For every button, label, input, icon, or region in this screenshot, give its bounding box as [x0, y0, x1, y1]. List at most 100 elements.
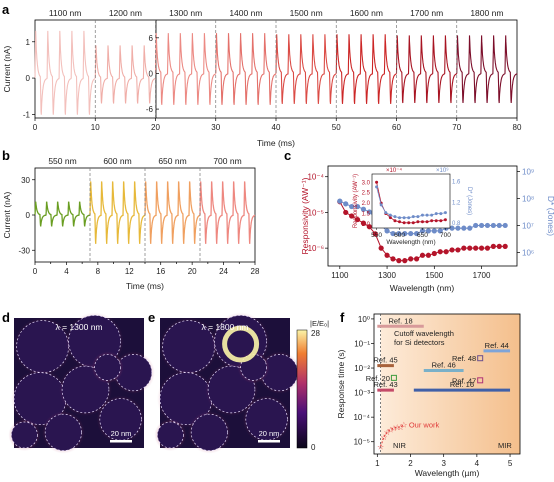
panel-a-series-1	[94, 45, 156, 104]
panel-f-our-work-point: ☆	[387, 425, 394, 434]
panel-c-inset-ytick-label: 3.0	[362, 180, 371, 186]
panel-f-ref-label: Ref. 18	[388, 316, 412, 325]
panel-a-chart: 1100 nm 1200 nm 1300 nm 1400 nm 1500 nm 1600 …	[2, 8, 522, 148]
panel-f-our-work-point: ☆	[394, 423, 401, 432]
panel-c-inset-ytick-label: 1.5	[362, 211, 371, 217]
panel-c-ytick-right-label: 10⁹	[522, 167, 534, 176]
panel-c-inset-point	[411, 221, 415, 225]
panel-f-ytick-label: 10⁰	[358, 315, 370, 324]
panel-a-band-label: 1600 nm	[350, 8, 383, 18]
panel-f-ytick-label: 10⁻²	[354, 364, 370, 373]
panel-c-ylabel-left: Responsivity (AW⁻¹)	[300, 177, 310, 254]
panel-b-series-2	[144, 181, 201, 244]
panel-f-xtick-label: 5	[508, 459, 513, 468]
panel-label-c: c	[284, 148, 291, 163]
panel-c-ytick-label: 10⁻⁵	[308, 208, 324, 217]
panel-c-inset-point	[434, 212, 438, 216]
nanoparticle-outline	[44, 413, 82, 451]
panel-e-field-map: λ = 1800 nm 20 nm	[154, 312, 301, 454]
panel-c-frame	[327, 165, 518, 267]
panel-c-point	[366, 224, 372, 230]
panel-c-point	[473, 245, 479, 251]
panel-c-inset-xtick-label: 700	[440, 232, 451, 239]
panel-f-ytick-label: 10⁻⁵	[354, 438, 370, 447]
panel-c-point	[478, 245, 485, 251]
panel-c-inset-point	[375, 180, 379, 184]
panel-a-ytick-label: -1	[23, 110, 31, 119]
panel-c-ytick-label: 10⁻⁴	[307, 173, 324, 182]
panel-c-inset-point	[402, 221, 406, 225]
panel-c-inset-point	[420, 220, 424, 224]
panel-a-series-5	[335, 34, 397, 104]
panel-f-xtick-label: 4	[475, 459, 480, 468]
panel-c-inset-line-1	[376, 186, 446, 219]
panel-a-xtick-label: 30	[211, 123, 220, 132]
panel-c-point	[378, 245, 384, 251]
panel-a-series-4	[275, 34, 337, 104]
panel-f-mir-background	[380, 314, 520, 454]
field-hotspot-ring	[222, 325, 260, 363]
panel-c-inset-ytick-right-label: 0.8	[452, 221, 461, 227]
panel-f-ytick-label: 10⁻¹	[354, 339, 370, 348]
panel-f-cutoff-note-2: for Si detectors	[394, 338, 445, 347]
panel-a-band-label: 1100 nm	[49, 8, 81, 18]
panel-c-inset-point	[375, 185, 379, 189]
panel-c-point	[431, 250, 437, 257]
panel-c-point	[337, 198, 343, 204]
panel-c-point	[455, 225, 461, 231]
panel-f-frame	[373, 313, 521, 455]
panel-f-ytick-label: 10⁻³	[354, 389, 370, 398]
panel-b-ytick-label: 0	[26, 211, 31, 220]
map-e-scalebar-label: 20 nm	[259, 429, 280, 438]
panel-f-ref-marker	[477, 355, 484, 362]
panel-c-point	[496, 243, 502, 249]
panel-f-our-work-point: ☆	[397, 423, 404, 432]
panel-f-xlabel: Wavelength (µm)	[415, 468, 480, 478]
panel-c-inset-point	[443, 218, 447, 222]
panel-b-xtick-label: 8	[96, 267, 101, 276]
panel-c-point	[354, 203, 361, 210]
panel-f-ref-label: Ref. 43	[374, 380, 398, 389]
panel-c-inset-point	[407, 221, 411, 225]
panel-c-point	[443, 249, 449, 255]
panel-a-xtick-label: 40	[272, 123, 281, 132]
panel-a-ytick-label: 0	[26, 74, 31, 83]
panel-c-point	[419, 252, 426, 258]
panel-c-point	[349, 203, 355, 210]
panel-b-xtick-label: 0	[33, 267, 38, 276]
colorbar-gradient	[296, 329, 308, 449]
panel-c-inset-xtick-label: 550	[371, 232, 382, 239]
colorbar: |E/E₀| 28 0	[296, 319, 329, 452]
panel-d-field-map: λ = 1300 nm 20 nm	[8, 312, 155, 454]
panel-a-band-label: 1200 nm	[109, 8, 142, 18]
panel-c-xlabel: Wavelength (nm)	[390, 283, 455, 293]
colorbar-min: 0	[311, 443, 316, 452]
panel-c-inset-xtick-label: 600	[394, 232, 405, 239]
panel-c-chart: 1100 1300 1500 1700 10⁻⁶ 10⁻⁵ 10⁻⁴ 10⁶ 10⁷ 10⁸ 10…	[300, 165, 554, 293]
panel-b-series-3	[199, 181, 256, 244]
panel-b-band-label: 700 nm	[213, 156, 241, 166]
panel-a-series-3	[215, 33, 277, 105]
panel-c-inset-point	[402, 216, 406, 220]
panel-a-xtick-label: 60	[392, 123, 401, 132]
panel-f-xtick-label: 3	[441, 459, 446, 468]
panel-b-ylabel: Current (nA)	[2, 191, 12, 238]
panel-f-xtick-label: 2	[408, 459, 413, 468]
panel-f-our-work-point: ☆	[384, 428, 391, 437]
panel-c-inset-point	[434, 219, 438, 223]
panel-f-xtick-label: 1	[375, 459, 380, 468]
map-e-title: λ = 1800 nm	[201, 322, 248, 332]
panel-b-ytick-label: -30	[18, 246, 30, 255]
nanoparticle-outline	[11, 421, 38, 449]
panel-c-point	[343, 209, 349, 216]
panel-c-point	[437, 228, 443, 234]
panel-a-series-7	[456, 35, 518, 104]
panel-f-ref-label: Ref. 44	[485, 341, 509, 350]
panel-c-inset-point	[388, 213, 392, 217]
panel-c-inset-point	[439, 212, 443, 216]
panel-c-point	[449, 247, 455, 253]
panel-c-ylabel-right: D* (Jones)	[546, 196, 554, 236]
panel-c-point	[366, 209, 372, 215]
panel-a-xtick-label: 70	[452, 123, 461, 132]
